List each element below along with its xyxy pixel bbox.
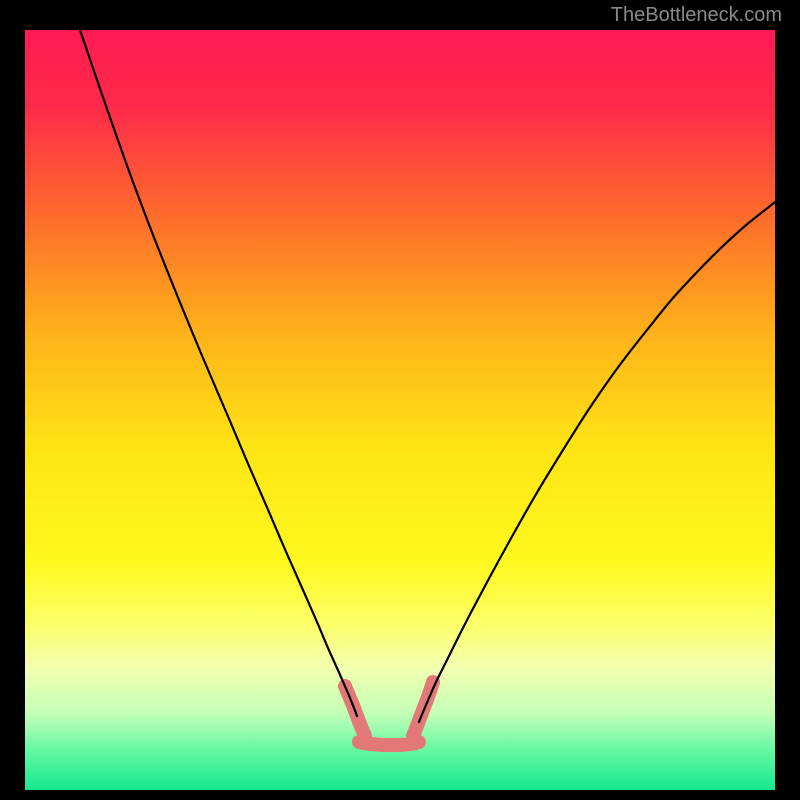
- left-curve: [80, 30, 357, 716]
- highlight-segment: [359, 742, 419, 745]
- bottleneck-curves: [25, 30, 775, 790]
- right-curve: [419, 202, 775, 722]
- chart-frame: TheBottleneck.com: [0, 0, 800, 800]
- watermark-text: TheBottleneck.com: [611, 4, 782, 27]
- highlight-segment: [413, 682, 433, 736]
- plot-area: [25, 30, 775, 790]
